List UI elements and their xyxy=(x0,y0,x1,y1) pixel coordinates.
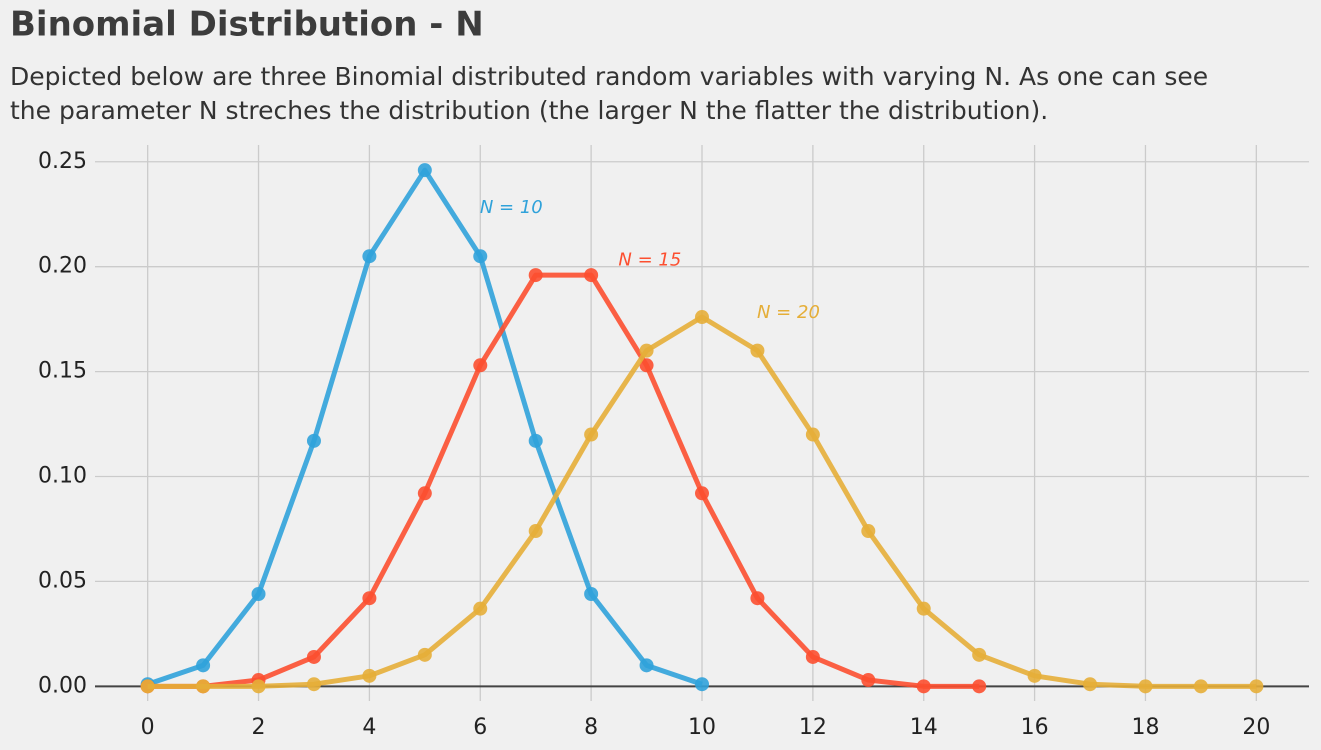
point xyxy=(473,249,488,264)
series-label: N = 15 xyxy=(618,250,681,271)
point xyxy=(362,249,377,264)
y-tick-label: 0.10 xyxy=(38,464,87,489)
y-tick-label: 0.00 xyxy=(38,673,87,698)
point xyxy=(306,433,321,448)
point xyxy=(528,524,543,539)
point xyxy=(362,668,377,683)
subtitle: the parameter N streches the distributio… xyxy=(10,96,1048,125)
point xyxy=(695,677,709,692)
point xyxy=(196,658,211,673)
x-tick-label: 2 xyxy=(252,715,266,740)
point xyxy=(417,486,432,501)
x-tick-label: 10 xyxy=(688,715,716,740)
point xyxy=(140,679,155,694)
point xyxy=(750,591,765,606)
point xyxy=(196,679,211,694)
x-tick-label: 14 xyxy=(910,715,938,740)
point xyxy=(916,601,931,616)
point xyxy=(528,433,543,448)
point xyxy=(584,586,599,601)
x-tick-label: 4 xyxy=(362,715,376,740)
point xyxy=(473,358,488,373)
chart-title: Binomial Distribution - N xyxy=(10,5,484,45)
y-tick-label: 0.05 xyxy=(38,568,87,593)
point xyxy=(695,310,709,325)
point xyxy=(417,647,432,662)
x-tick-label: 18 xyxy=(1131,715,1159,740)
point xyxy=(473,601,488,616)
point xyxy=(805,427,820,442)
x-tick-label: 20 xyxy=(1242,715,1270,740)
point xyxy=(805,649,820,664)
point xyxy=(417,163,432,178)
y-tick-label: 0.25 xyxy=(38,149,87,174)
point xyxy=(251,679,266,694)
point xyxy=(1027,668,1042,683)
point xyxy=(1193,679,1208,694)
point xyxy=(1249,679,1264,694)
x-tick-label: 6 xyxy=(473,715,487,740)
y-tick-label: 0.15 xyxy=(38,359,87,384)
line xyxy=(147,272,980,689)
series-label: N = 20 xyxy=(757,302,820,323)
point xyxy=(528,268,543,283)
point xyxy=(972,679,987,694)
point xyxy=(1083,677,1098,692)
point xyxy=(695,486,709,501)
point xyxy=(1138,679,1153,694)
subtitle: Depicted below are three Binomial distri… xyxy=(10,62,1208,91)
point xyxy=(750,343,765,358)
x-tick-label: 12 xyxy=(799,715,827,740)
point xyxy=(639,343,654,358)
x-tick-label: 0 xyxy=(141,715,155,740)
point xyxy=(362,591,377,606)
point xyxy=(639,358,654,373)
point xyxy=(861,524,876,539)
point xyxy=(861,673,876,688)
series-label: N = 10 xyxy=(480,197,543,218)
point xyxy=(972,647,987,662)
point xyxy=(306,649,321,664)
point xyxy=(306,677,321,692)
point xyxy=(251,586,266,601)
point xyxy=(584,427,599,442)
x-tick-label: 16 xyxy=(1021,715,1049,740)
point xyxy=(916,679,931,694)
y-tick-label: 0.20 xyxy=(38,254,87,279)
point xyxy=(639,658,654,673)
point xyxy=(584,268,599,283)
x-tick-label: 8 xyxy=(584,715,598,740)
